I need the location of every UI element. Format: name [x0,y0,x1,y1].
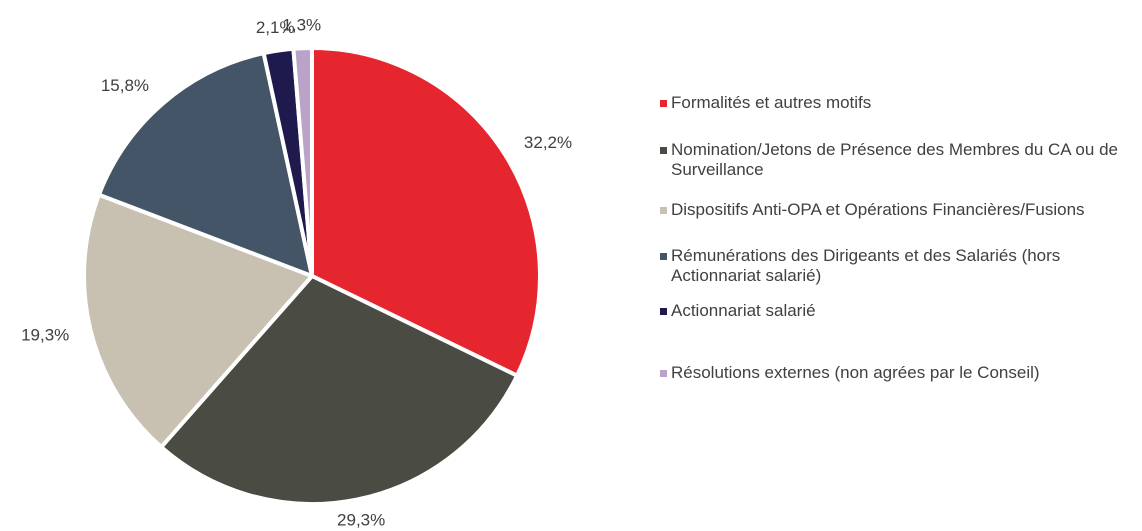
pie-slice [82,192,314,450]
pie-slice [159,274,520,506]
pie-slice [96,51,314,278]
legend-item: Nomination/Jetons de Présence des Membre… [660,140,1142,180]
legend-label: Résolutions externes (non agrées par le … [671,363,1040,382]
pie-slice [291,46,314,278]
legend-item: Dispositifs Anti-OPA et Opérations Finan… [660,200,1142,220]
legend-swatch [660,308,667,315]
legend-label: Actionnariat salarié [671,301,816,320]
legend-item: Actionnariat salarié [660,301,1142,321]
legend-label: Formalités et autres motifs [671,93,872,112]
legend-label: Dispositifs Anti-OPA et Opérations Finan… [671,200,1085,219]
data-label: 32,2% [524,133,572,152]
legend-item: Rémunérations des Dirigeants et des Sala… [660,246,1142,286]
data-label: 19,3% [21,325,69,344]
legend-item: Résolutions externes (non agrées par le … [660,363,1142,383]
data-label: 29,3% [337,511,385,530]
legend-swatch [660,207,667,214]
legend-label: Rémunérations des Dirigeants et des Sala… [671,246,1061,285]
legend-item: Formalités et autres motifs [660,93,1142,113]
data-label: 1,3% [282,16,321,35]
data-label: 15,8% [101,76,149,95]
legend-label: Nomination/Jetons de Présence des Membre… [671,140,1118,179]
legend-swatch [660,370,667,377]
legend-swatch [660,253,667,260]
legend-swatch [660,100,667,107]
legend-swatch [660,147,667,154]
pie-slice [310,46,542,378]
data-label: 2,1% [256,18,295,37]
